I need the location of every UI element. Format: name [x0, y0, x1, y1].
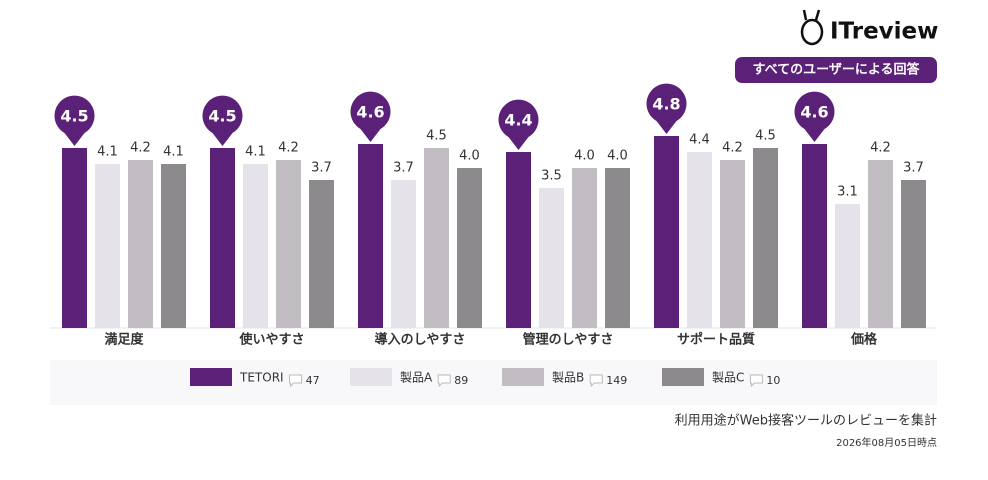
value-label: 4.8 — [652, 95, 680, 114]
bar — [687, 152, 712, 328]
value-label: 3.7 — [311, 161, 332, 176]
bar — [309, 180, 334, 328]
bar — [161, 164, 186, 328]
bar — [901, 180, 926, 328]
value-pin — [202, 95, 243, 146]
value-label: 3.1 — [837, 185, 858, 200]
legend-label: TETORI — [239, 371, 284, 385]
value-label: 4.1 — [245, 145, 266, 160]
value-label: 3.7 — [903, 161, 924, 176]
legend-bg — [50, 360, 937, 405]
badge: すべてのユーザーによる回答 — [753, 62, 921, 78]
review-count: 149 — [606, 374, 627, 387]
bar — [506, 152, 531, 328]
x-tick-label: 管理のしやすさ — [523, 332, 614, 348]
legend-label: 製品B — [552, 371, 584, 385]
value-pin — [54, 95, 95, 146]
value-label: 4.2 — [130, 141, 151, 156]
value-label: 4.5 — [60, 107, 88, 126]
legend-swatch — [190, 368, 232, 386]
value-label: 4.2 — [722, 141, 743, 156]
x-tick-label: 導入のしやすさ — [375, 332, 466, 348]
value-label: 4.1 — [163, 145, 184, 160]
bar — [457, 168, 482, 328]
value-label: 4.4 — [689, 133, 710, 148]
legend-label: 製品C — [712, 371, 744, 385]
bar — [720, 160, 745, 328]
x-tick-label: 満足度 — [104, 332, 144, 348]
x-tick-label: 価格 — [850, 332, 878, 348]
value-label: 4.0 — [574, 149, 595, 164]
bar — [802, 144, 827, 328]
note: 利用用途がWeb接客ツールのレビューを集計 — [675, 413, 937, 429]
value-label: 3.5 — [541, 169, 562, 184]
bar — [276, 160, 301, 328]
value-pin — [794, 91, 835, 142]
bar — [654, 136, 679, 328]
badge-bg — [735, 57, 937, 83]
review-count: 10 — [766, 374, 780, 387]
value-label: 4.5 — [426, 129, 447, 144]
legend-swatch — [662, 368, 704, 386]
bar — [424, 148, 449, 328]
value-label: 4.2 — [870, 141, 891, 156]
logo — [800, 9, 824, 46]
value-label: 4.0 — [459, 149, 480, 164]
x-tick-label: サポート品質 — [677, 332, 755, 348]
comment-icon — [749, 374, 763, 388]
bar — [210, 148, 235, 328]
bar — [605, 168, 630, 328]
value-label: 4.6 — [356, 103, 384, 122]
value-label: 4.2 — [278, 141, 299, 156]
legend-swatch — [502, 368, 544, 386]
x-tick-label: 使いやすさ — [238, 332, 304, 348]
value-label: 4.1 — [97, 145, 118, 160]
review-count: 89 — [454, 374, 468, 387]
value-label: 4.5 — [208, 107, 236, 126]
bar — [539, 188, 564, 328]
comment-icon — [437, 374, 451, 388]
bar — [243, 164, 268, 328]
comment-icon — [589, 374, 603, 388]
value-pin — [646, 83, 687, 134]
comment-icon — [289, 374, 303, 388]
value-label: 4.0 — [607, 149, 628, 164]
bar — [868, 160, 893, 328]
bar — [95, 164, 120, 328]
legend-swatch — [350, 368, 392, 386]
bar — [358, 144, 383, 328]
bar — [835, 204, 860, 328]
value-label: 4.6 — [800, 103, 828, 122]
bar — [62, 148, 87, 328]
value-label: 4.5 — [755, 129, 776, 144]
legend-label: 製品A — [400, 371, 433, 385]
value-pin — [498, 99, 539, 150]
bar — [391, 180, 416, 328]
value-label: 3.7 — [393, 161, 414, 176]
bar — [753, 148, 778, 328]
value-label: 4.4 — [504, 111, 532, 130]
review-count: 47 — [306, 374, 320, 387]
brand: ITreview — [830, 19, 938, 45]
bar — [128, 160, 153, 328]
bar — [572, 168, 597, 328]
date: 2026年08月05日時点 — [836, 436, 937, 449]
value-pin — [350, 91, 391, 142]
